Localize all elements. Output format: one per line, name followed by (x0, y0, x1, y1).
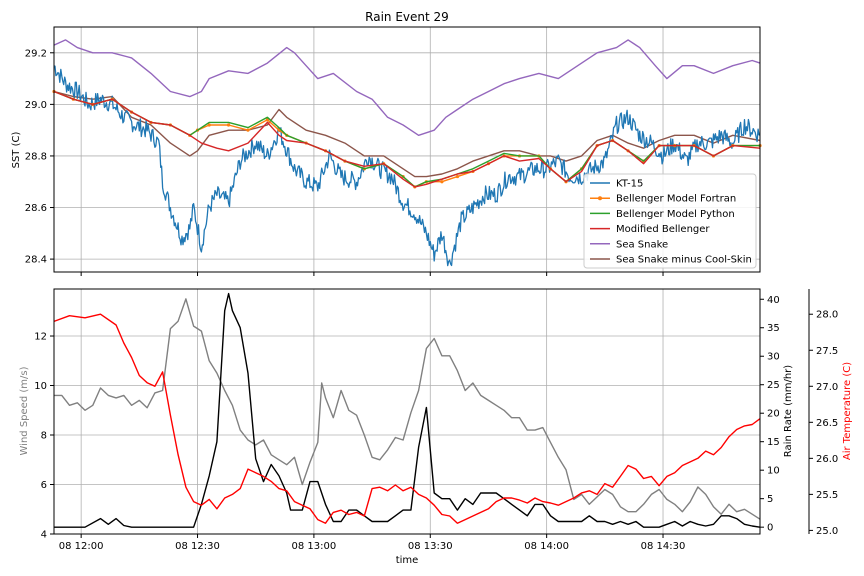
met-grid (54, 289, 760, 535)
wind-y-tick-label: 12 (34, 332, 47, 343)
sst-y-axis-label: SST (C) (11, 132, 22, 169)
rain-y-tick-label: 25 (767, 380, 780, 391)
wind-y-tick-label: 10 (34, 381, 47, 392)
sst-y-tick-label: 28.8 (25, 151, 47, 162)
series-kt-15 (53, 65, 761, 267)
air-temp-y-tick-label: 27.0 (816, 382, 838, 393)
rain-y-ticks: 0 5 10 15 20 25 30 35 40 (760, 295, 780, 534)
air-temp-y-tick-label: 26.5 (816, 418, 838, 429)
series-sea-snake (53, 39, 761, 136)
air-temp-y-tick-label: 25.0 (816, 526, 838, 537)
sst-y-tick-label: 29.2 (25, 48, 47, 59)
x-axis-label: time (396, 555, 419, 566)
legend-marker (598, 196, 602, 201)
legend-label: Sea Snake (616, 239, 668, 250)
rain-y-tick-label: 35 (767, 323, 780, 334)
series-wind-speed (54, 298, 761, 520)
sst-y-tick-label: 29.0 (25, 100, 47, 111)
time-x-tick-label: 08 12:00 (59, 541, 104, 552)
met-panel: 4 6 8 10 12 0 5 10 15 20 25 30 35 40 25.0 25.5 26.0 26.… (19, 288, 853, 566)
series-bellenger-model-fortran-point (455, 174, 460, 179)
air-temp-y-tick-label: 27.5 (816, 346, 838, 357)
wind-y-axis-label: Wind Speed (m/s) (19, 366, 30, 455)
series-bellenger-model-fortran-point (246, 128, 250, 132)
rain-y-tick-label: 30 (767, 352, 780, 363)
series-bellenger-model-fortran-point (226, 123, 231, 127)
sst-y-tick-label: 28.6 (25, 203, 47, 214)
sst-series (52, 39, 762, 267)
wind-y-tick-label: 8 (41, 431, 47, 442)
air-temp-y-tick-label: 28.0 (816, 310, 838, 321)
time-x-tick-label: 08 12:30 (175, 541, 220, 552)
sst-grid (54, 27, 760, 272)
series-bellenger-model-fortran-point (440, 180, 444, 184)
rain-y-axis-label: Rain Rate (mm/hr) (783, 365, 794, 457)
sst-panel: 28.4 28.6 28.8 29.0 29.2 Rain Event 29 SST (… (11, 10, 762, 276)
air-temp-y-tick-label: 25.5 (816, 490, 838, 501)
time-x-ticks: 08 12:00 08 12:30 08 13:00 08 13:30 08 14:00… (59, 534, 686, 552)
sst-axes-frame (53, 26, 761, 273)
rain-y-tick-label: 5 (767, 494, 773, 505)
sst-y-ticks: 28.4 28.6 28.8 29.0 29.2 (25, 48, 54, 266)
series-rain-rate (54, 292, 761, 528)
rain-y-tick-label: 20 (767, 409, 780, 420)
time-x-tick-label: 08 13:00 (292, 541, 337, 552)
met-axes-frame (53, 288, 761, 535)
rain-y-tick-label: 40 (767, 295, 780, 306)
wind-y-tick-label: 6 (41, 480, 47, 491)
sst-y-tick-label: 28.4 (25, 255, 47, 266)
time-x-tick-label: 08 14:00 (524, 541, 569, 552)
time-x-tick-label: 08 13:30 (408, 541, 453, 552)
rain-y-tick-label: 15 (767, 437, 780, 448)
series-modified-bellenger (53, 90, 761, 188)
series-sea-snake-minus-cool-skin (53, 90, 761, 178)
legend-box (583, 173, 757, 269)
legend-label: Bellenger Model Python (616, 209, 735, 220)
legend-label: KT-15 (616, 179, 643, 190)
air-temp-y-ticks: 25.0 25.5 26.0 26.5 27.0 27.5 28.0 (809, 310, 838, 537)
time-x-tick-label: 08 14:30 (641, 541, 686, 552)
chart-title: Rain Event 29 (365, 10, 449, 24)
sst-x-ticks (80, 272, 664, 276)
rain-y-tick-label: 0 (767, 523, 773, 534)
legend: KT-15 Bellenger Model Fortran Bellenger Mo… (583, 173, 757, 269)
air-temp-y-tick-label: 26.0 (816, 454, 838, 465)
air-temp-y-axis-label: Air Temperature (C) (842, 362, 853, 460)
legend-label: Modified Bellenger (616, 224, 710, 235)
series-air-temperature (53, 313, 761, 524)
legend-label: Bellenger Model Fortran (616, 194, 736, 205)
series-bellenger-model-fortran-point (207, 123, 211, 127)
wind-y-ticks: 4 6 8 10 12 (34, 332, 54, 541)
met-series (53, 292, 761, 528)
wind-y-tick-label: 4 (41, 530, 47, 541)
rain-y-tick-label: 10 (767, 466, 780, 477)
series-bellenger-model-fortran-point (265, 118, 269, 122)
legend-label: Sea Snake minus Cool-Skin (616, 255, 752, 266)
